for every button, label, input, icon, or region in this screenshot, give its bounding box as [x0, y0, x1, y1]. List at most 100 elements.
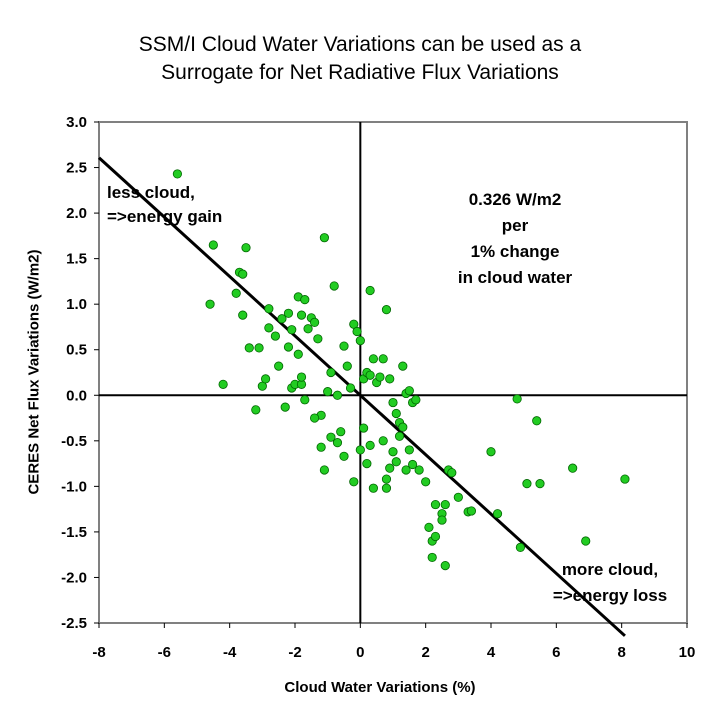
data-point [368, 354, 378, 364]
data-point [339, 451, 349, 461]
data-point [486, 447, 496, 457]
data-point [535, 479, 545, 489]
chart-title-line-1: SSM/I Cloud Water Variations can be used… [138, 33, 582, 56]
data-point [355, 336, 365, 346]
data-point [385, 463, 395, 473]
data-point [388, 447, 398, 457]
data-point [381, 483, 392, 493]
data-point [430, 531, 441, 542]
data-point [440, 561, 450, 571]
data-point [368, 483, 378, 493]
data-point [492, 509, 503, 519]
annotation-more-cloud-line-2: =>energy loss [552, 586, 668, 605]
data-point [300, 295, 310, 305]
x-tick-label: 6 [552, 644, 560, 661]
data-point [172, 169, 182, 179]
data-point [264, 304, 274, 314]
data-point [421, 477, 431, 487]
data-point [264, 323, 274, 333]
data-point [430, 499, 441, 510]
y-axis-title: CERES Net Flux Variations (W/m2) [25, 249, 43, 495]
data-point [326, 367, 336, 378]
data-point [218, 379, 228, 389]
x-tick-label: -8 [92, 644, 105, 661]
data-point [522, 479, 532, 489]
data-point [447, 468, 457, 478]
data-point [270, 331, 280, 341]
data-point [293, 349, 303, 359]
data-point [404, 445, 414, 455]
data-point [280, 402, 290, 412]
data-point [352, 326, 362, 337]
data-point [296, 310, 307, 320]
annotation-more-cloud: more cloud, =>energy loss [510, 557, 710, 609]
data-point [398, 422, 408, 432]
data-point [316, 442, 326, 452]
data-point [381, 474, 392, 484]
chart-title-line-2: Surrogate for Net Radiative Flux Variati… [161, 61, 559, 84]
data-point [365, 440, 375, 450]
data-point [283, 342, 294, 352]
data-point [241, 243, 251, 253]
data-point [532, 416, 542, 426]
annotation-slope-line-4: in cloud water [457, 268, 573, 287]
annotation-slope: 0.326 W/m2 per 1% change in cloud water [430, 187, 600, 291]
data-point [309, 317, 320, 327]
data-point [362, 458, 372, 469]
annotation-slope-line-1: 0.326 W/m2 [468, 190, 562, 209]
data-point [329, 281, 339, 291]
data-point [244, 343, 254, 353]
annotation-slope-line-2: per [501, 216, 529, 235]
data-point [260, 374, 271, 384]
x-tick-label: -6 [158, 644, 171, 661]
y-tick-label: 1.5 [66, 251, 87, 268]
data-point [515, 542, 526, 552]
annotation-slope-line-3: 1% change [470, 242, 560, 261]
data-point [378, 354, 388, 364]
points-layer [172, 169, 630, 571]
data-point [205, 299, 215, 309]
data-point [427, 552, 437, 563]
data-point [274, 361, 284, 371]
x-tick-label: -2 [288, 644, 301, 661]
data-point [254, 343, 264, 353]
data-point [411, 395, 421, 405]
data-point [319, 465, 329, 475]
data-point [238, 310, 248, 320]
data-point [581, 536, 591, 546]
data-point [466, 506, 476, 516]
x-tick-label: 0 [356, 644, 364, 661]
data-point [620, 474, 630, 484]
data-point [345, 383, 356, 393]
data-point [309, 413, 320, 423]
data-point [277, 314, 287, 324]
data-point [296, 372, 307, 382]
data-point [365, 370, 375, 380]
data-point [388, 397, 398, 408]
y-tick-label: -0.5 [61, 433, 87, 450]
data-point [332, 390, 343, 400]
data-point [391, 457, 401, 467]
data-point [381, 305, 392, 315]
data-point [453, 492, 463, 502]
data-point [512, 394, 522, 404]
data-point [336, 427, 346, 437]
data-point [358, 423, 369, 433]
data-point [394, 431, 405, 441]
y-tick-label: 2.0 [66, 205, 87, 222]
data-point [407, 459, 418, 470]
data-point [404, 386, 414, 396]
x-tick-label: -4 [223, 644, 237, 661]
data-point [391, 408, 401, 419]
y-tick-label: 0.5 [66, 342, 87, 359]
data-point [323, 387, 333, 397]
data-point [251, 405, 261, 415]
data-point [365, 285, 375, 296]
x-tick-label: 2 [421, 644, 429, 661]
data-point [326, 432, 336, 442]
axes-layer [99, 122, 687, 623]
data-point [313, 334, 323, 344]
y-tick-label: -2.0 [61, 569, 87, 586]
